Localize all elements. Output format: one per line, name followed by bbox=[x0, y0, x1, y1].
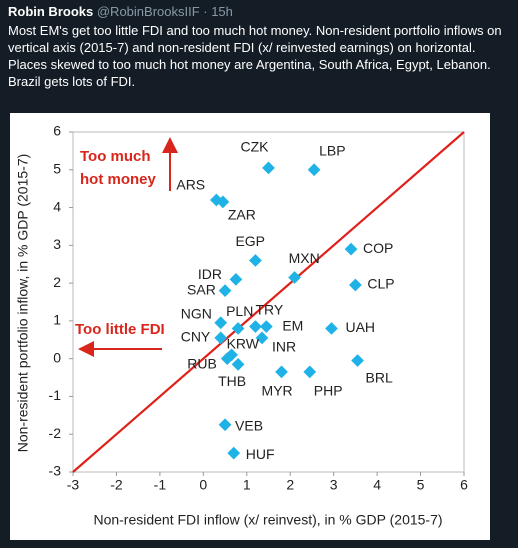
author[interactable]: Robin Brooks bbox=[8, 4, 94, 19]
y-tick-label: 0 bbox=[53, 349, 61, 365]
point bbox=[275, 365, 288, 379]
point-label: EM bbox=[282, 317, 303, 333]
point-label: THB bbox=[218, 373, 246, 389]
point bbox=[255, 331, 269, 345]
point-label: EGP bbox=[235, 233, 265, 249]
point-label: ZAR bbox=[228, 207, 256, 223]
point bbox=[307, 163, 321, 177]
x-tick-label: -3 bbox=[67, 477, 80, 493]
point bbox=[249, 320, 262, 333]
point bbox=[216, 195, 230, 209]
point bbox=[227, 446, 241, 460]
point bbox=[229, 272, 243, 286]
point bbox=[351, 354, 364, 367]
point-label: HUF bbox=[246, 446, 275, 462]
point-label: UAH bbox=[345, 319, 375, 335]
point-label: VEB bbox=[235, 417, 263, 433]
y-tick-label: -2 bbox=[49, 425, 62, 441]
point-label: ARS bbox=[176, 177, 205, 193]
point-label: MYR bbox=[262, 383, 293, 399]
tweet-header: Robin Brooks @RobinBrooksIIF · 15h bbox=[8, 4, 233, 19]
point-label: CLP bbox=[367, 276, 394, 292]
point-label: COP bbox=[363, 240, 393, 256]
x-tick-label: -1 bbox=[154, 477, 167, 493]
x-tick-label: 3 bbox=[330, 477, 338, 493]
point-label: IDR bbox=[198, 266, 222, 282]
y-tick-label: 6 bbox=[53, 123, 61, 139]
point-label: INR bbox=[272, 339, 296, 355]
x-tick-label: -2 bbox=[110, 477, 123, 493]
handle[interactable]: @RobinBrooksIIF · 15h bbox=[96, 4, 233, 19]
x-tick-label: 5 bbox=[417, 477, 425, 493]
point-label: TRY bbox=[255, 301, 283, 317]
y-tick-label: 2 bbox=[53, 274, 61, 290]
point bbox=[325, 322, 338, 335]
point-label: PHP bbox=[314, 383, 343, 399]
point bbox=[220, 352, 234, 366]
annotation: Too much bbox=[80, 148, 151, 165]
point-label: CNY bbox=[181, 329, 211, 345]
x-tick-label: 6 bbox=[460, 477, 468, 493]
point bbox=[288, 271, 301, 284]
point bbox=[249, 254, 262, 267]
point bbox=[218, 418, 232, 432]
annotation: hot money bbox=[80, 171, 156, 188]
point bbox=[303, 365, 317, 379]
x-tick-label: 0 bbox=[199, 477, 207, 493]
point-label: RUB bbox=[187, 355, 217, 371]
y-tick-label: 5 bbox=[53, 160, 61, 176]
x-tick-label: 2 bbox=[286, 477, 294, 493]
point-label: NGN bbox=[181, 305, 212, 321]
annotation: Too little FDI bbox=[75, 321, 165, 338]
point bbox=[231, 322, 245, 335]
x-axis-title: Non-resident FDI inflow (x/ reinvest), i… bbox=[93, 512, 442, 528]
y-axis-title: Non-resident portfolio inflow, in % GDP … bbox=[15, 154, 31, 453]
point-label: KRW bbox=[227, 336, 260, 352]
x-tick-label: 1 bbox=[243, 477, 251, 493]
tweet-text: Most EM's get too little FDI and too muc… bbox=[8, 23, 502, 89]
y-tick-label: -3 bbox=[49, 463, 62, 479]
reference-line bbox=[72, 131, 465, 473]
point bbox=[218, 284, 232, 298]
point bbox=[259, 320, 273, 333]
point bbox=[262, 161, 275, 175]
point-label: CZK bbox=[241, 139, 270, 155]
y-tick-label: 1 bbox=[53, 312, 61, 328]
point bbox=[344, 242, 358, 256]
point bbox=[231, 357, 245, 371]
point bbox=[214, 331, 228, 345]
plot-frame bbox=[72, 131, 465, 473]
point-label: BRL bbox=[366, 369, 393, 385]
y-tick-label: 4 bbox=[53, 198, 61, 214]
point-label: PLN bbox=[226, 303, 253, 319]
y-tick-label: 3 bbox=[53, 236, 61, 252]
point-label: LBP bbox=[319, 142, 345, 158]
point bbox=[349, 278, 362, 292]
point-label: SAR bbox=[187, 281, 216, 297]
chart: Non-resident portfolio inflow, in % GDP … bbox=[10, 113, 490, 540]
x-tick-label: 4 bbox=[373, 477, 381, 493]
point-label: MXN bbox=[289, 250, 320, 266]
y-tick-label: -1 bbox=[49, 387, 62, 403]
point bbox=[214, 316, 228, 330]
